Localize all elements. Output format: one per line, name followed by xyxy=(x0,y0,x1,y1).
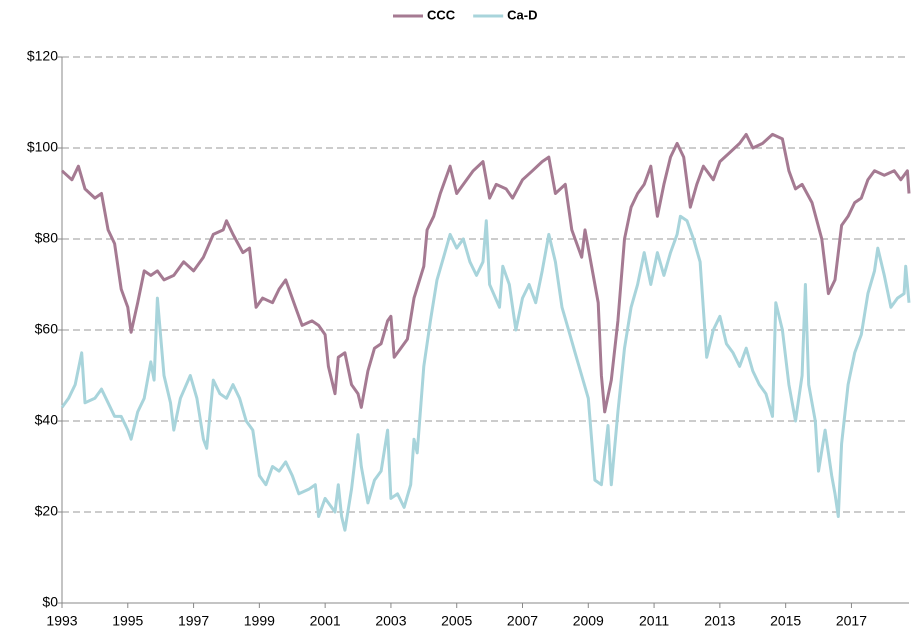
legend-label: Ca-D xyxy=(507,7,537,22)
x-tick-label: 2017 xyxy=(836,613,867,629)
x-tick-label: 2015 xyxy=(770,613,801,629)
x-tick-label: 2013 xyxy=(704,613,735,629)
x-tick-label: 1997 xyxy=(178,613,209,629)
legend: CCC Ca-D xyxy=(393,7,538,22)
y-tick-label: $40 xyxy=(35,412,59,428)
legend-label: CCC xyxy=(427,7,456,22)
x-tick-label: 2007 xyxy=(507,613,538,629)
x-tick-label: 2005 xyxy=(441,613,472,629)
x-tick-label: 1999 xyxy=(244,613,275,629)
y-tick-label: $80 xyxy=(35,230,59,246)
x-tick-label: 2009 xyxy=(573,613,604,629)
x-tick-label: 2001 xyxy=(310,613,341,629)
x-tick-label: 1993 xyxy=(46,613,77,629)
series-line xyxy=(60,214,911,532)
y-tick-label: $20 xyxy=(35,503,59,519)
x-tick-label: 2011 xyxy=(639,613,669,629)
y-tick-label: $100 xyxy=(27,139,58,155)
y-tick-label: $120 xyxy=(27,48,58,64)
y-tick-label: $60 xyxy=(35,321,59,337)
y-tick-label: $0 xyxy=(42,594,58,610)
x-tick-label: 2003 xyxy=(375,613,406,629)
series-line xyxy=(60,132,911,414)
x-tick-label: 1995 xyxy=(112,613,143,629)
